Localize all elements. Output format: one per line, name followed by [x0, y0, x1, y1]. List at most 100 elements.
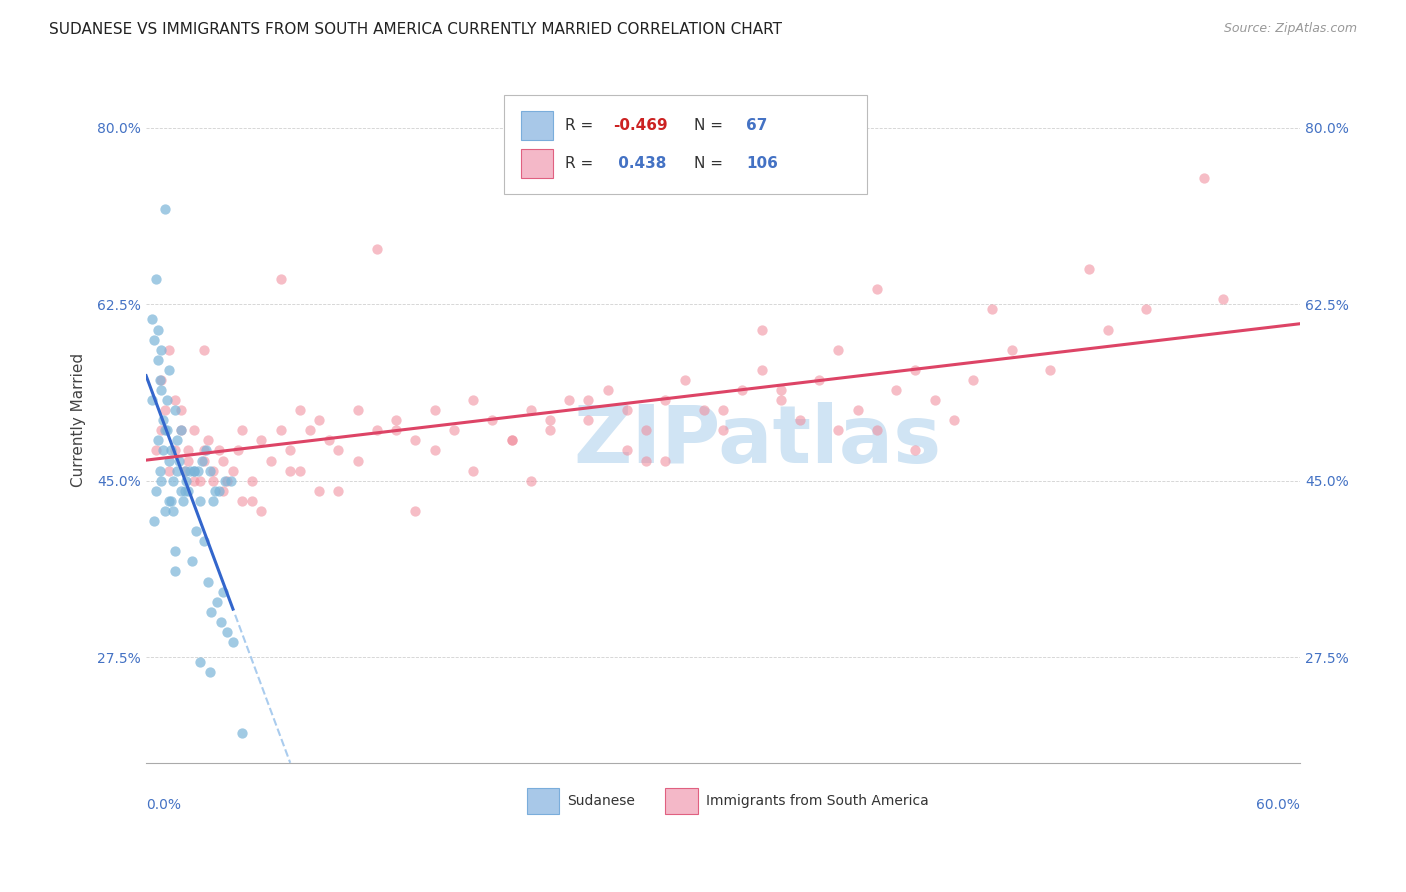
Point [179, 464, 201, 478]
Point [404, 434, 426, 448]
Point [145, 272, 167, 286]
Point [673, 373, 696, 387]
Text: 106: 106 [747, 156, 778, 171]
Point [167, 453, 190, 467]
Point [751, 363, 773, 377]
Point [924, 393, 946, 408]
Point [212, 584, 235, 599]
Point [260, 453, 283, 467]
Text: 67: 67 [747, 118, 768, 133]
Point [1077, 262, 1099, 277]
Point [1097, 322, 1119, 336]
Point [194, 443, 217, 458]
Point [197, 574, 219, 589]
Point [188, 474, 211, 488]
Text: N =: N = [695, 118, 728, 133]
Point [346, 453, 368, 467]
Point [188, 494, 211, 508]
Point [155, 202, 177, 216]
Point [636, 423, 658, 437]
Point [443, 423, 465, 437]
Point [156, 423, 179, 437]
Point [209, 615, 232, 629]
Point [146, 434, 169, 448]
Bar [522, 111, 554, 140]
Text: SUDANESE VS IMMIGRANTS FROM SOUTH AMERICA CURRENTLY MARRIED CORRELATION CHART: SUDANESE VS IMMIGRANTS FROM SOUTH AMERIC… [49, 22, 782, 37]
Point [270, 272, 292, 286]
Y-axis label: Currently Married: Currently Married [72, 353, 86, 487]
Point [215, 624, 238, 639]
Point [177, 453, 200, 467]
Point [461, 464, 484, 478]
Point [193, 453, 215, 467]
Point [711, 423, 734, 437]
Point [146, 352, 169, 367]
Point [423, 443, 446, 458]
Point [170, 403, 193, 417]
Point [193, 343, 215, 357]
Point [654, 453, 676, 467]
Point [177, 483, 200, 498]
Point [519, 403, 541, 417]
Point [385, 423, 408, 437]
Point [578, 393, 600, 408]
Point [328, 443, 350, 458]
Point [215, 474, 238, 488]
Point [212, 483, 235, 498]
Point [200, 605, 222, 619]
Point [298, 423, 321, 437]
Point [157, 453, 180, 467]
Point [231, 423, 253, 437]
FancyBboxPatch shape [503, 95, 868, 194]
Point [145, 483, 167, 498]
Text: Immigrants from South America: Immigrants from South America [706, 795, 928, 808]
Point [163, 565, 186, 579]
Point [202, 494, 225, 508]
Point [1135, 302, 1157, 317]
Point [148, 373, 170, 387]
Point [150, 423, 173, 437]
Point [152, 413, 174, 427]
Point [152, 443, 174, 458]
Point [202, 464, 225, 478]
Text: N =: N = [695, 156, 728, 171]
Text: 0.438: 0.438 [613, 156, 666, 171]
Point [827, 343, 849, 357]
Point [481, 413, 503, 427]
Point [155, 403, 177, 417]
Point [197, 434, 219, 448]
Text: 60.0%: 60.0% [1256, 798, 1301, 813]
Point [942, 413, 965, 427]
Point [150, 474, 173, 488]
Point [160, 494, 183, 508]
Point [183, 474, 205, 488]
Point [318, 434, 340, 448]
Point [308, 483, 330, 498]
Point [962, 373, 984, 387]
Text: -0.469: -0.469 [613, 118, 668, 133]
Point [769, 393, 792, 408]
Point [636, 453, 658, 467]
Bar [522, 150, 554, 178]
Point [157, 494, 180, 508]
Point [177, 443, 200, 458]
Point [162, 504, 184, 518]
Point [202, 474, 225, 488]
Point [1039, 363, 1062, 377]
Point [884, 383, 907, 397]
Point [616, 403, 638, 417]
Point [278, 464, 301, 478]
Point [461, 393, 484, 408]
Point [163, 544, 186, 558]
Point [328, 483, 350, 498]
Point [176, 474, 198, 488]
Point [156, 393, 179, 408]
Point [160, 443, 183, 458]
Point [221, 464, 243, 478]
Point [157, 363, 180, 377]
Point [157, 343, 180, 357]
Point [146, 322, 169, 336]
Point [162, 474, 184, 488]
Point [981, 302, 1004, 317]
Point [808, 373, 831, 387]
